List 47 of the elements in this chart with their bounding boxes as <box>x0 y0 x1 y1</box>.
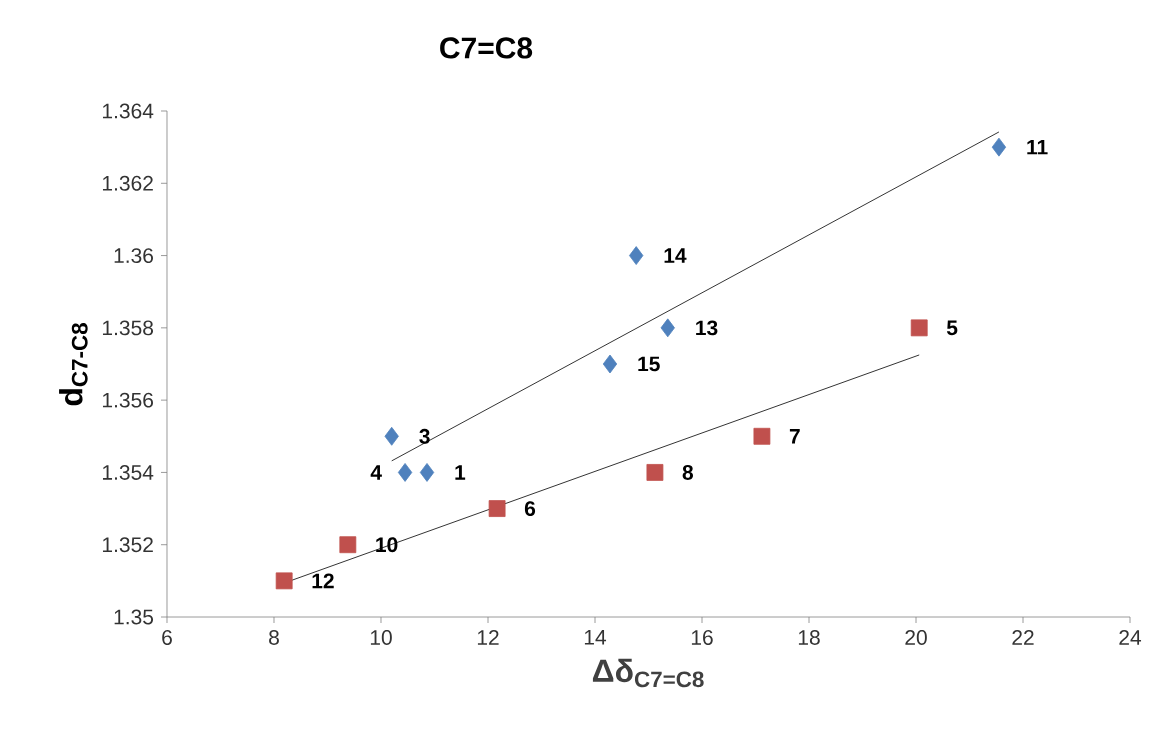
point <box>275 572 293 590</box>
annotation: 8 <box>682 465 693 480</box>
annotation: 14 <box>664 248 687 263</box>
y-tick-label: 1.364 <box>102 103 154 119</box>
annotation: 3 <box>419 428 430 444</box>
x-tick-label: 6 <box>162 630 172 645</box>
x-tick-label: 20 <box>905 630 927 645</box>
y-tick-label: 1.362 <box>102 175 153 191</box>
annotation: 10 <box>376 537 398 553</box>
annotation: 13 <box>696 320 718 336</box>
annotation: 5 <box>946 320 958 336</box>
annotation: 11 <box>1027 139 1048 155</box>
x-tick-label: 10 <box>370 630 392 645</box>
point <box>339 536 357 554</box>
y-tick-label: 1.356 <box>102 392 154 408</box>
point <box>660 318 675 338</box>
x-tick-label: 8 <box>269 630 279 645</box>
x-tick-label: 16 <box>691 630 713 645</box>
point <box>384 426 399 446</box>
annotation: 6 <box>524 501 536 517</box>
annotation: 4 <box>370 465 382 480</box>
point <box>629 246 644 265</box>
point <box>488 500 506 517</box>
x-axis-title: Δδ$_{C7=C8}$ <box>592 658 704 688</box>
y-tick-label: 1.354 <box>102 465 154 480</box>
x-tick-label: 24 <box>1119 630 1142 645</box>
y-axis-title: d$_{C7-C8}$ <box>59 323 88 406</box>
point <box>753 427 771 445</box>
annotation: 7 <box>789 429 800 444</box>
point <box>910 319 928 337</box>
y-tick-label: 1.358 <box>102 320 154 336</box>
x-tick-label: 14 <box>584 630 607 645</box>
annotation: 1 <box>455 465 466 480</box>
annotation: 12 <box>312 573 334 589</box>
point <box>602 354 618 374</box>
chart-title: C7=C8 <box>440 37 533 59</box>
point <box>397 463 413 482</box>
y-tick-label: 1.35 <box>114 609 154 625</box>
y-tick-label: 1.352 <box>102 537 153 553</box>
point <box>646 464 664 481</box>
x-tick-label: 18 <box>798 630 820 645</box>
point <box>991 137 1007 157</box>
point <box>419 463 435 482</box>
annotation: 15 <box>638 356 660 372</box>
y-tick-label: 1.36 <box>114 248 154 264</box>
x-tick-label: 22 <box>1012 630 1034 645</box>
x-tick-label: 12 <box>477 630 499 645</box>
